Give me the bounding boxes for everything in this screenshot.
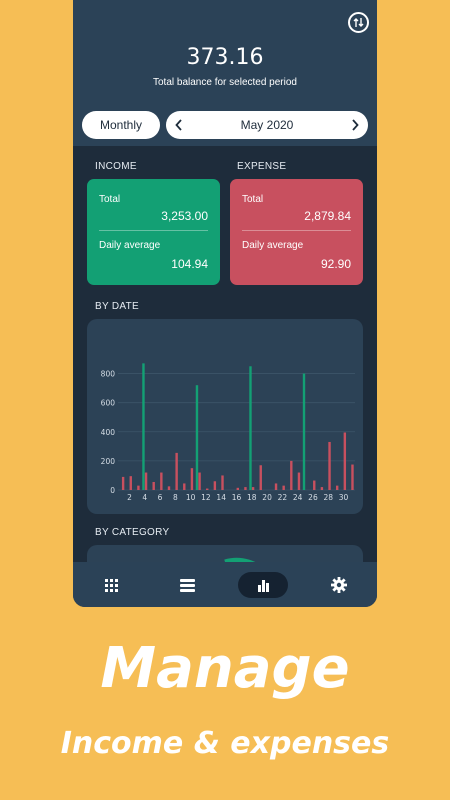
promo-headline: Manage bbox=[100, 636, 350, 701]
x-tick-label: 18 bbox=[247, 493, 257, 502]
gear-icon bbox=[331, 577, 347, 593]
app-screen: 373.16 Total balance for selected period… bbox=[73, 0, 377, 607]
x-tick-label: 26 bbox=[308, 493, 318, 502]
nav-grid[interactable] bbox=[86, 572, 136, 598]
nav-settings[interactable] bbox=[314, 572, 364, 598]
income-section-title: INCOME bbox=[95, 161, 137, 172]
x-tick-label: 30 bbox=[339, 493, 349, 502]
expense-avg-value: 92.90 bbox=[320, 257, 351, 271]
swap-icon[interactable] bbox=[348, 12, 369, 33]
header: 373.16 Total balance for selected period… bbox=[73, 0, 377, 146]
expense-bar bbox=[290, 460, 293, 490]
expense-bar bbox=[297, 472, 301, 490]
x-tick-label: 8 bbox=[173, 493, 178, 502]
nav-statistics[interactable] bbox=[238, 572, 288, 598]
expense-bar bbox=[221, 475, 224, 490]
x-tick-label: 10 bbox=[186, 493, 196, 502]
expense-bar bbox=[129, 476, 132, 490]
expense-bar bbox=[244, 487, 247, 490]
x-tick-label: 28 bbox=[323, 493, 333, 502]
nav-list[interactable] bbox=[162, 572, 212, 598]
x-tick-label: 12 bbox=[201, 493, 211, 502]
month-selector[interactable]: May 2020 bbox=[166, 111, 368, 139]
expense-avg-label: Daily average bbox=[242, 240, 304, 251]
bottom-navigation bbox=[73, 562, 377, 607]
grid-icon bbox=[104, 578, 118, 592]
expense-bar bbox=[259, 465, 262, 490]
chevron-left-icon[interactable] bbox=[168, 111, 190, 139]
x-tick-label: 24 bbox=[293, 493, 303, 502]
x-tick-label: 4 bbox=[142, 493, 147, 502]
income-bar bbox=[249, 366, 252, 490]
expense-bar bbox=[236, 487, 239, 490]
y-tick-label: 400 bbox=[101, 428, 116, 437]
expense-bar bbox=[351, 464, 354, 490]
expense-bar bbox=[152, 481, 155, 490]
expense-bar bbox=[213, 481, 217, 490]
income-total-label: Total bbox=[99, 194, 121, 205]
expense-bar bbox=[190, 468, 194, 490]
income-bar bbox=[195, 385, 199, 490]
expense-bar bbox=[282, 485, 285, 490]
y-tick-label: 0 bbox=[110, 486, 115, 495]
x-tick-label: 20 bbox=[262, 493, 272, 502]
income-bar bbox=[302, 373, 306, 490]
promo-subline: Income & expenses bbox=[60, 726, 390, 761]
x-tick-label: 16 bbox=[232, 493, 242, 502]
income-bar bbox=[142, 363, 145, 490]
y-tick-label: 200 bbox=[101, 457, 116, 466]
expense-total-label: Total bbox=[242, 194, 264, 205]
expense-bar bbox=[206, 488, 209, 490]
balance-caption: Total balance for selected period bbox=[153, 77, 297, 88]
income-avg-label: Daily average bbox=[99, 240, 161, 251]
income-avg-value: 104.94 bbox=[171, 257, 208, 271]
divider bbox=[242, 230, 351, 231]
expense-total-value: 2,879.84 bbox=[304, 209, 351, 223]
y-tick-label: 800 bbox=[101, 370, 116, 379]
x-tick-label: 22 bbox=[278, 493, 288, 502]
x-tick-label: 14 bbox=[216, 493, 226, 502]
expense-bar bbox=[175, 452, 178, 490]
month-label: May 2020 bbox=[240, 118, 294, 132]
x-tick-label: 6 bbox=[158, 493, 163, 502]
expense-section-title: EXPENSE bbox=[237, 161, 287, 172]
expense-bar bbox=[320, 487, 324, 490]
income-total-value: 3,253.00 bbox=[161, 209, 208, 223]
period-selector[interactable]: Monthly bbox=[82, 111, 160, 139]
expense-bar bbox=[121, 476, 125, 490]
by-date-chart: 0 200 400 600 800 2 4 6 8 10 12 14 16 18 20 22 24 26 28 30 bbox=[87, 319, 363, 514]
divider bbox=[99, 230, 208, 231]
y-tick-label: 600 bbox=[101, 399, 116, 408]
income-card[interactable]: Total 3,253.00 Daily average 104.94 bbox=[87, 179, 220, 285]
total-balance: 373.16 bbox=[186, 45, 264, 70]
by-category-title: BY CATEGORY bbox=[95, 527, 170, 538]
expense-bar bbox=[343, 432, 347, 490]
expense-bar bbox=[335, 485, 339, 490]
expense-card[interactable]: Total 2,879.84 Daily average 92.90 bbox=[230, 179, 363, 285]
x-tick-label: 2 bbox=[127, 493, 132, 502]
by-date-title: BY DATE bbox=[95, 301, 139, 312]
list-icon bbox=[179, 578, 195, 592]
expense-bar bbox=[328, 441, 331, 490]
expense-bar bbox=[144, 472, 148, 490]
bar-chart-icon bbox=[257, 579, 269, 592]
chevron-right-icon[interactable] bbox=[344, 111, 366, 139]
expense-bar bbox=[137, 485, 140, 490]
expense-bar bbox=[251, 487, 255, 490]
expense-bar bbox=[160, 472, 163, 490]
expense-bar bbox=[183, 483, 186, 490]
expense-bar bbox=[313, 480, 316, 490]
expense-bar bbox=[167, 486, 171, 490]
expense-bar bbox=[274, 483, 278, 490]
expense-bar bbox=[198, 472, 201, 490]
